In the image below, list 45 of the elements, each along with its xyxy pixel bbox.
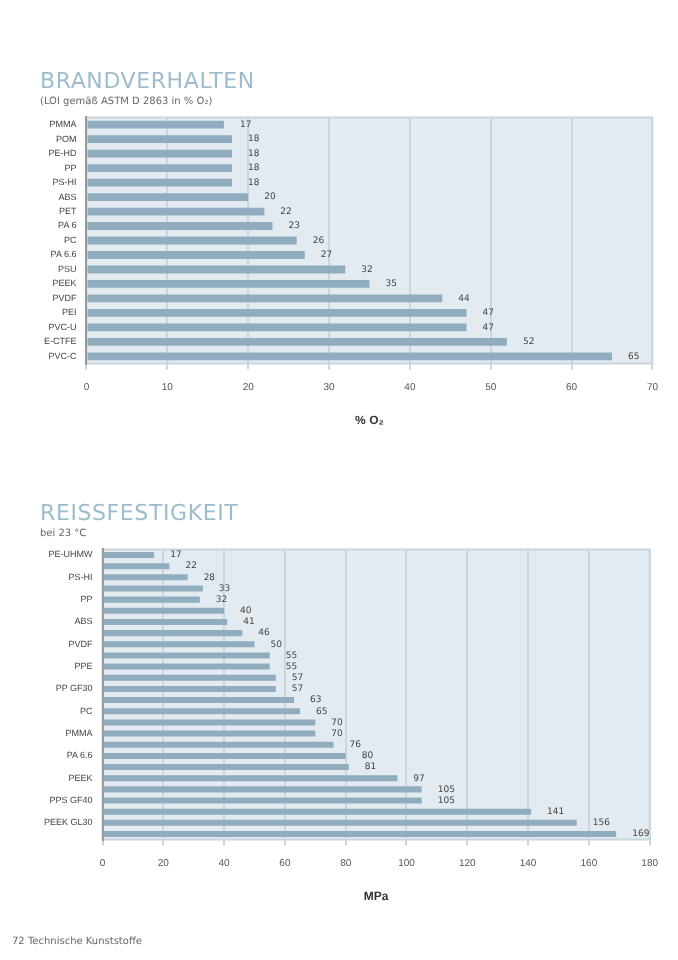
- bar: [87, 193, 249, 201]
- bar: [103, 752, 346, 759]
- bar: [103, 730, 316, 737]
- bar: [87, 251, 305, 259]
- bar: [103, 585, 203, 592]
- bar: [103, 797, 422, 804]
- chart-title: BRANDVERHALTEN: [40, 68, 257, 94]
- bar: [103, 618, 228, 625]
- bar: [87, 337, 507, 346]
- bar: [103, 563, 170, 570]
- bar: [103, 697, 295, 704]
- chart-title: REISSFESTIGKEIT: [40, 500, 241, 526]
- bar: [103, 741, 334, 748]
- bar: [103, 574, 188, 581]
- bar: [103, 607, 225, 614]
- bar: [87, 222, 273, 230]
- bar: [103, 551, 155, 558]
- bar: [103, 831, 617, 838]
- bar: [103, 819, 577, 826]
- bar: [103, 808, 532, 815]
- bar: [103, 708, 301, 715]
- bar: [103, 786, 422, 793]
- bar: [87, 120, 224, 129]
- bar: [103, 764, 349, 771]
- bar: [87, 207, 265, 216]
- bar: [103, 663, 270, 670]
- bar: [103, 674, 276, 681]
- bar: [87, 352, 613, 361]
- bar: [87, 164, 233, 172]
- bar: [103, 652, 270, 659]
- bar: [87, 294, 443, 303]
- bar: [87, 236, 297, 245]
- bar: [87, 178, 233, 187]
- bar: [87, 265, 346, 274]
- bar: [103, 685, 276, 692]
- bar: [87, 323, 467, 332]
- bar: [103, 719, 316, 726]
- bar: [103, 630, 243, 637]
- bar: [87, 280, 370, 288]
- bar: [87, 309, 467, 317]
- bar: [103, 641, 255, 648]
- bar: [87, 135, 233, 144]
- bar: [103, 775, 398, 782]
- bar: [87, 149, 233, 158]
- bar: [103, 596, 200, 603]
